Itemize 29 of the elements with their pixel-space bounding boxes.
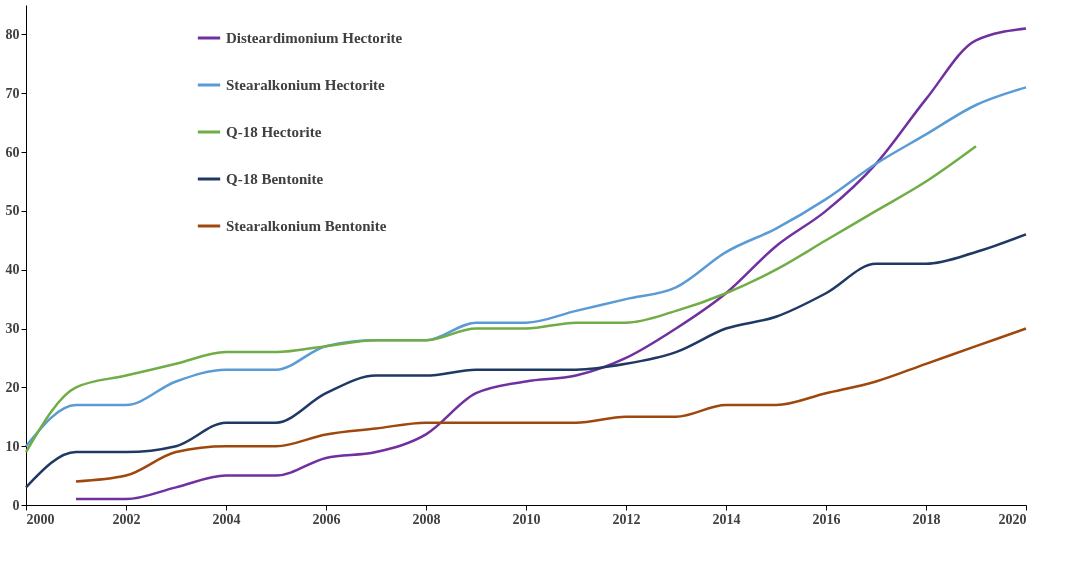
y-tick-label: 20	[5, 379, 20, 395]
y-tick-label: 50	[5, 203, 20, 219]
y-tick-label: 80	[5, 26, 20, 42]
y-tick-label: 60	[5, 144, 20, 160]
y-tick-label: 0	[12, 497, 20, 513]
line-series	[24, 233, 1028, 489]
legend-label: Disteardimonium Hectorite	[226, 30, 403, 46]
x-tick-label: 2020	[998, 511, 1027, 527]
legend-label: Stearalkonium Bentonite	[226, 218, 387, 234]
line-series	[74, 327, 1028, 483]
line-series	[24, 144, 978, 454]
y-tick-label: 40	[5, 262, 20, 278]
x-tick-label: 2000	[26, 511, 55, 527]
y-tick-label: 10	[5, 438, 20, 454]
legend-label: Q-18 Hectorite	[226, 124, 322, 140]
line-series	[74, 27, 1028, 501]
legend-label: Stearalkonium Hectorite	[226, 77, 386, 93]
x-tick-label: 2006	[312, 511, 341, 527]
x-tick-label: 2014	[712, 511, 741, 527]
x-tick-label: 2004	[212, 511, 241, 527]
x-tick-label: 2008	[412, 511, 441, 527]
x-tick-label: 2010	[512, 511, 541, 527]
x-tick-label: 2018	[912, 511, 941, 527]
x-tick-label: 2012	[612, 511, 641, 527]
x-tick-label: 2002	[112, 511, 141, 527]
y-tick-label: 70	[5, 85, 20, 101]
legend-label: Q-18 Bentonite	[226, 171, 324, 187]
y-tick-label: 30	[5, 321, 20, 337]
x-tick-label: 2016	[812, 511, 841, 527]
